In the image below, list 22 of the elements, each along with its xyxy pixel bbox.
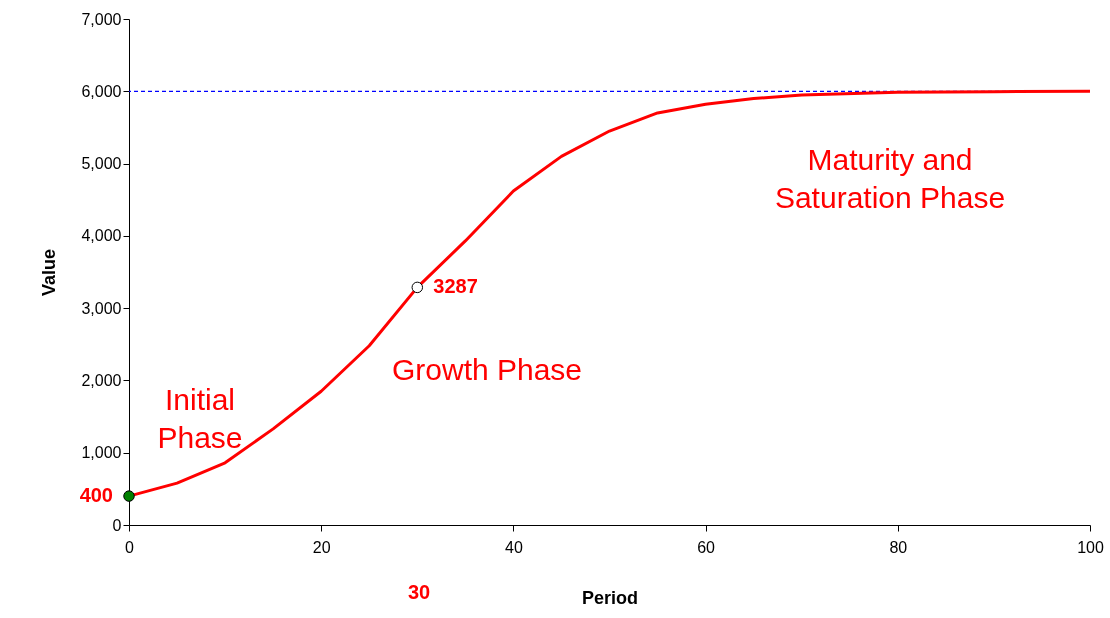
y-axis-title: Value [39, 248, 60, 297]
x-tick-label: 100 [1077, 538, 1104, 556]
y-tick-label: 6,000 [81, 82, 122, 100]
y-tick-label: 1,000 [81, 444, 122, 462]
x-tick-label: 80 [889, 538, 908, 556]
annotation: 400 [79, 484, 113, 507]
y-tick-label: 5,000 [81, 155, 122, 173]
x-axis-title: Period [581, 587, 639, 608]
annotation: 3287 [433, 275, 478, 298]
y-tick-label: 2,000 [81, 371, 122, 389]
y-tick-label: 0 [112, 516, 122, 534]
annotation: Growth Phase [391, 353, 583, 386]
annotation: Maturity and Saturation Phase [774, 143, 1006, 214]
y-tick-label: 3,000 [81, 299, 122, 317]
x-tick-label: 40 [505, 538, 523, 556]
y-tick-label: 4,000 [81, 227, 122, 245]
annotation: Initial Phase [157, 383, 243, 454]
x-tick-label: 60 [697, 538, 716, 556]
x-tick-label: 0 [125, 538, 135, 556]
x-tick-label: 20 [312, 538, 331, 556]
text: 30 [407, 581, 431, 603]
y-tick-label: 7,000 [81, 10, 122, 28]
